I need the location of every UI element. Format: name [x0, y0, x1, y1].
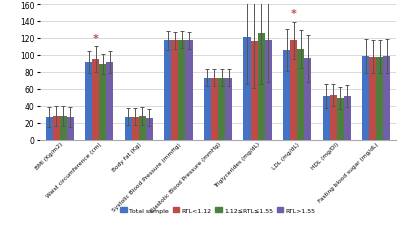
Bar [362, 56, 369, 140]
Bar [369, 57, 376, 140]
Bar [125, 117, 132, 140]
Bar [85, 62, 92, 140]
Bar [304, 59, 311, 140]
Bar [290, 41, 297, 140]
Bar [283, 50, 290, 140]
Bar [204, 78, 211, 140]
Bar [46, 117, 53, 140]
Bar [383, 56, 390, 140]
Bar [225, 78, 232, 140]
Bar [67, 117, 74, 140]
Bar [178, 40, 186, 140]
Bar [106, 63, 113, 140]
Bar [146, 118, 153, 140]
Bar [244, 38, 250, 140]
Bar [60, 116, 67, 140]
Bar [250, 42, 258, 140]
Text: *: * [93, 34, 99, 44]
Bar [344, 97, 351, 140]
Bar [337, 99, 344, 140]
Bar [211, 78, 218, 140]
Bar [53, 116, 60, 140]
Bar [92, 60, 99, 140]
Text: *: * [291, 10, 296, 19]
Bar [258, 34, 264, 140]
Legend: Total sample, RTL<1.12, 1.12≤RTL≤1.55, RTL>1.55: Total sample, RTL<1.12, 1.12≤RTL≤1.55, R… [118, 205, 318, 215]
Bar [323, 97, 330, 140]
Bar [186, 41, 192, 140]
Bar [132, 117, 139, 140]
Bar [139, 116, 146, 140]
Bar [330, 95, 337, 140]
Bar [264, 40, 272, 140]
Bar [218, 78, 225, 140]
Bar [172, 41, 178, 140]
Bar [164, 41, 172, 140]
Bar [297, 50, 304, 140]
Bar [99, 65, 106, 140]
Bar [376, 57, 383, 140]
